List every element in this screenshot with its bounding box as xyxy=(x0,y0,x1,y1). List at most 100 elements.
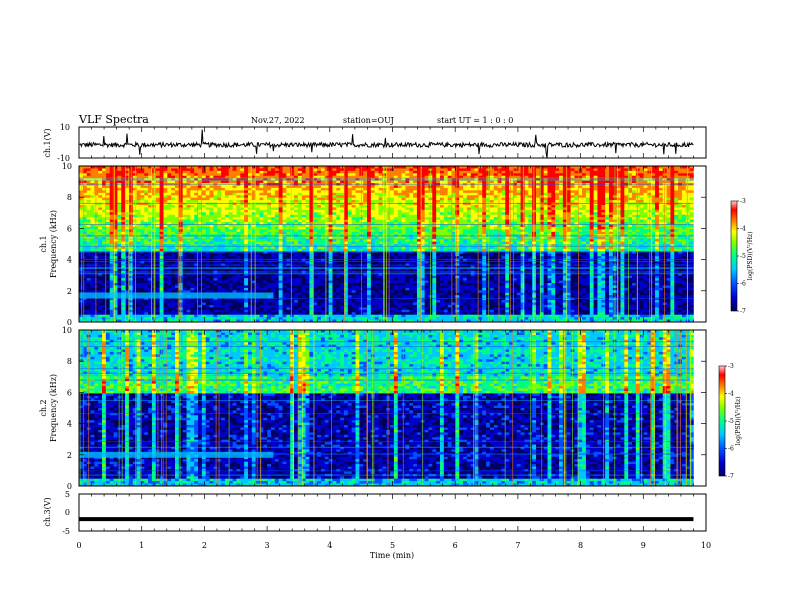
spectrogram-cell xyxy=(267,278,272,281)
spectrogram-cell xyxy=(144,241,149,245)
spectrogram-cell xyxy=(263,241,268,245)
spectrogram-cell xyxy=(163,187,168,191)
spectrogram-cell xyxy=(240,285,245,289)
spectrogram-cell xyxy=(351,312,356,315)
spectrogram-cell xyxy=(136,170,141,174)
spectrogram-cell xyxy=(286,319,291,323)
spectrogram-cell xyxy=(217,226,222,230)
spectrogram-cell xyxy=(301,290,306,294)
spectrogram-cell xyxy=(178,275,183,279)
spectrogram-cell xyxy=(182,200,187,203)
spectrogram-cell xyxy=(159,222,164,225)
spectrogram-cell xyxy=(213,236,218,240)
spectrogram-cell xyxy=(363,278,368,281)
spectrogram-cell xyxy=(140,200,145,203)
spectrogram-cell xyxy=(221,258,226,262)
spectrogram-cell xyxy=(82,256,87,259)
spectrogram-cell xyxy=(305,217,310,220)
spectrogram-cell xyxy=(263,166,268,169)
spectrogram-cell xyxy=(332,297,337,301)
spectrogram-cell xyxy=(213,258,218,262)
spectrogram-cell xyxy=(163,309,168,313)
spectrogram-cell xyxy=(205,248,210,252)
spectrogram-cell xyxy=(102,287,107,291)
spectrogram-cell xyxy=(347,205,352,208)
spectrogram-cell xyxy=(305,244,310,247)
spectrogram-cell xyxy=(251,280,256,284)
spectrogram-cell xyxy=(140,212,145,216)
spectrogram-cell xyxy=(102,224,107,228)
spectrogram-cell xyxy=(175,168,180,172)
spectrogram-cell xyxy=(340,226,345,230)
spectrogram-cell xyxy=(90,317,95,320)
spectrogram-cell xyxy=(86,209,91,213)
spectrogram-cell xyxy=(82,229,87,233)
spectrogram-cell xyxy=(244,168,249,172)
spectrogram-cell xyxy=(79,200,84,203)
spectrogram-cell xyxy=(205,251,210,255)
spectrogram-cell xyxy=(136,246,141,250)
spectrogram-cell xyxy=(294,297,299,301)
spectrogram-cell xyxy=(320,278,326,281)
spectrogram-cell xyxy=(313,200,318,203)
spectrogram-cell xyxy=(309,229,314,233)
spectrogram-cell xyxy=(171,283,176,286)
spectrogram-cell xyxy=(148,309,153,313)
spectrogram-cell xyxy=(247,246,253,250)
spectrogram-cell xyxy=(205,197,210,201)
spectrogram-cell xyxy=(317,302,322,306)
spectrogram-cell xyxy=(320,251,326,255)
spectrogram-cell xyxy=(305,224,310,228)
spectrogram-cell xyxy=(186,317,191,320)
spectrogram-cell xyxy=(86,253,91,257)
spectrogram-cell xyxy=(94,192,99,196)
spectrogram-cell xyxy=(228,307,233,311)
spectrogram-cell xyxy=(290,295,295,298)
spectrogram-cell xyxy=(320,187,326,191)
spectrogram-cell xyxy=(201,280,207,284)
spectrogram-cell xyxy=(90,231,95,235)
spectrogram-cell xyxy=(201,219,207,223)
spectrogram-cell xyxy=(240,222,245,225)
spectrogram-cell xyxy=(94,224,99,228)
spectrogram-cell xyxy=(343,205,349,208)
spectrogram-cell xyxy=(105,231,111,235)
spectrogram-cell xyxy=(209,173,214,177)
spectrogram-cell xyxy=(224,256,230,259)
spectrogram-cell xyxy=(336,229,341,233)
spectrogram-cell xyxy=(102,209,107,213)
spectrogram-cell xyxy=(121,251,126,255)
spectrogram-cell xyxy=(336,168,341,172)
spectrogram-cell xyxy=(286,295,291,298)
spectrogram-cell xyxy=(221,236,226,240)
spectrogram-cell xyxy=(343,273,349,276)
spectrogram-cell xyxy=(82,173,87,177)
spectrogram-cell xyxy=(109,283,114,286)
spectrogram-cell xyxy=(217,283,222,286)
spectrogram-cell xyxy=(109,197,114,201)
spectrogram-cell xyxy=(274,212,279,216)
spectrogram-cell xyxy=(178,253,183,257)
spectrogram-cell xyxy=(159,175,164,179)
spectrogram-cell xyxy=(347,280,352,284)
spectrogram-cell xyxy=(351,261,356,264)
spectrogram-cell xyxy=(290,258,295,262)
spectrogram-cell xyxy=(244,207,249,211)
spectrogram-cell xyxy=(313,307,318,311)
spectrogram-cell xyxy=(167,278,172,281)
spectrogram-cell xyxy=(236,273,241,276)
spectrogram-cell xyxy=(244,273,249,276)
spectrogram-cell xyxy=(267,195,272,198)
spectrogram-cell xyxy=(90,236,95,240)
spectrogram-cell xyxy=(102,261,107,264)
spectrogram-cell xyxy=(205,187,210,191)
spectrogram-cell xyxy=(178,251,183,255)
spectrogram-cell xyxy=(194,256,199,259)
spectrogram-cell xyxy=(255,302,260,306)
spectrogram-cell xyxy=(136,319,141,323)
spectrogram-cell xyxy=(367,241,372,245)
spectrogram-cell xyxy=(236,197,241,201)
spectrogram-cell xyxy=(94,319,99,323)
spectrogram-cell xyxy=(198,285,203,289)
spectrogram-cell xyxy=(320,290,326,294)
